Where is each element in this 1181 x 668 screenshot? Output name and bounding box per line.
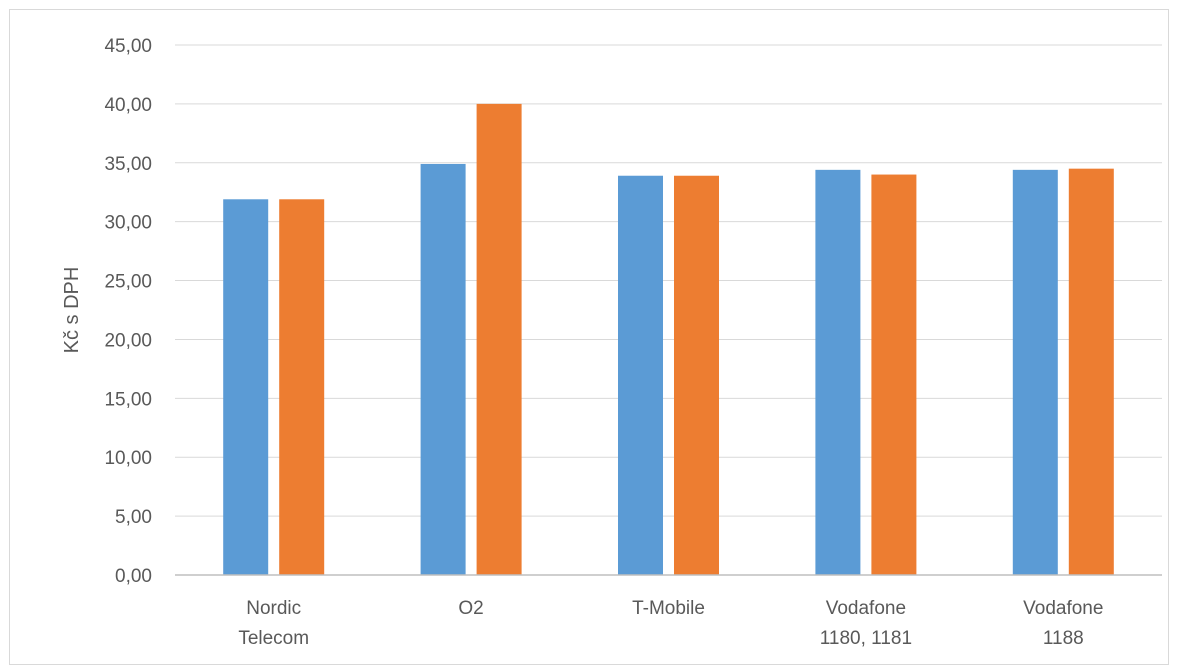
- bar-series-1: [420, 163, 466, 575]
- bar-series-2: [871, 174, 917, 576]
- y-tick-label: 0,00: [115, 566, 152, 587]
- y-tick-label: 35,00: [104, 154, 152, 175]
- x-tick-label: O2: [458, 598, 483, 619]
- y-tick-label: 25,00: [104, 272, 152, 293]
- bar-series-2: [1068, 168, 1114, 575]
- x-tick-label: 1180, 1181: [820, 628, 912, 649]
- y-tick-label: 20,00: [104, 330, 152, 351]
- x-tick-label: Telecom: [238, 628, 309, 649]
- x-tick-label: Nordic: [246, 598, 301, 619]
- bar-series-1: [1012, 169, 1058, 575]
- x-tick-label: Vodafone: [1023, 598, 1103, 619]
- x-tick-label: 1188: [1043, 628, 1084, 649]
- axes: 0,00 5,00 10,00 15,00 20,00 25,00 30,00 35,00 40…: [104, 36, 1162, 649]
- bars: [223, 103, 1114, 576]
- bar-series-1: [223, 199, 269, 576]
- gridlines: [175, 44, 1162, 517]
- y-tick-label: 5,00: [115, 507, 152, 528]
- y-tick-label: 30,00: [104, 213, 152, 234]
- x-tick-label: Vodafone: [826, 598, 906, 619]
- chart-frame: [9, 9, 1169, 665]
- y-axis-title: Kč s DPH: [61, 267, 83, 354]
- bar-series-1: [815, 169, 861, 575]
- y-tick-label: 10,00: [104, 448, 152, 469]
- bar-series-2: [674, 175, 719, 575]
- bar-series-2: [279, 199, 325, 576]
- y-tick-label: 45,00: [104, 36, 152, 57]
- bar-series-2: [476, 103, 522, 575]
- y-tick-label: 40,00: [104, 95, 152, 116]
- y-tick-label: 15,00: [104, 389, 152, 410]
- x-tick-label: T-Mobile: [632, 598, 705, 619]
- bar-series-1: [618, 175, 663, 575]
